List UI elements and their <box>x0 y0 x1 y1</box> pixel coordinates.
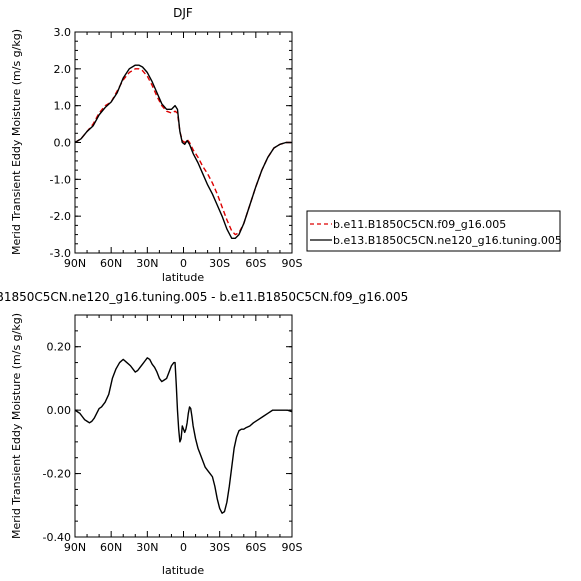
x-tick-label: 30S <box>209 541 230 554</box>
x-tick-label: 90N <box>64 257 86 270</box>
series-line-1 <box>74 64 292 239</box>
bottom-chart-ylabel: Merid Transient Eddy Moisture (m/s g/kg) <box>10 313 23 539</box>
y-tick-label: 0.20 <box>47 341 72 354</box>
y-tick-label: 2.0 <box>54 63 72 76</box>
y-tick-label: 0.0 <box>54 137 72 150</box>
legend-box <box>306 210 561 252</box>
x-tick-label: 90S <box>282 257 303 270</box>
legend-label-red: b.e11.B1850C5CN.f09_g16.005 <box>333 218 506 231</box>
y-tick-label: -2.0 <box>50 210 71 223</box>
top-chart-title: DJF <box>173 6 193 20</box>
x-tick-label: 90N <box>64 541 86 554</box>
bottom-chart-title: b.e13.B1850C5CN.ne120_g16.tuning.005 - b… <box>0 290 408 304</box>
series-line-0 <box>74 68 292 236</box>
x-tick-label: 60N <box>100 541 122 554</box>
y-tick-label: -0.20 <box>43 468 71 481</box>
top-chart-frame <box>74 31 293 254</box>
x-tick-label: 30N <box>136 541 158 554</box>
x-tick-label: 30N <box>136 257 158 270</box>
bottom-chart: b.e13.B1850C5CN.ne120_g16.tuning.005 - b… <box>0 290 408 577</box>
top-chart-ylabel: Merid Transient Eddy Moisture (m/s g/kg) <box>10 29 23 255</box>
x-tick-label: 60N <box>100 257 122 270</box>
series-line-0 <box>74 357 293 514</box>
x-tick-label: 60S <box>245 257 266 270</box>
y-tick-label: 3.0 <box>54 26 72 39</box>
y-tick-label: -3.0 <box>50 247 71 260</box>
y-tick-label: 1.0 <box>54 100 72 113</box>
legend: b.e11.B1850C5CN.f09_g16.005 b.e13.B1850C… <box>306 210 562 252</box>
x-tick-label: 0 <box>180 541 187 554</box>
y-tick-label: -0.40 <box>43 531 71 544</box>
top-chart-xlabel: latitude <box>162 271 204 284</box>
bottom-chart-xlabel: latitude <box>162 564 204 577</box>
x-tick-label: 0 <box>180 257 187 270</box>
bottom-chart-frame <box>74 314 293 538</box>
x-tick-label: 30S <box>209 257 230 270</box>
legend-label-black: b.e13.B1850C5CN.ne120_g16.tuning.005 <box>333 234 562 247</box>
x-tick-label: 90S <box>282 541 303 554</box>
x-tick-label: 60S <box>245 541 266 554</box>
y-tick-label: 0.00 <box>47 404 72 417</box>
top-chart: DJF 90N 60N 30N 0 30S 60S 90S -3.0 -2.0 -1.0 0.0 1.… <box>10 6 303 284</box>
y-tick-label: -1.0 <box>50 173 71 186</box>
